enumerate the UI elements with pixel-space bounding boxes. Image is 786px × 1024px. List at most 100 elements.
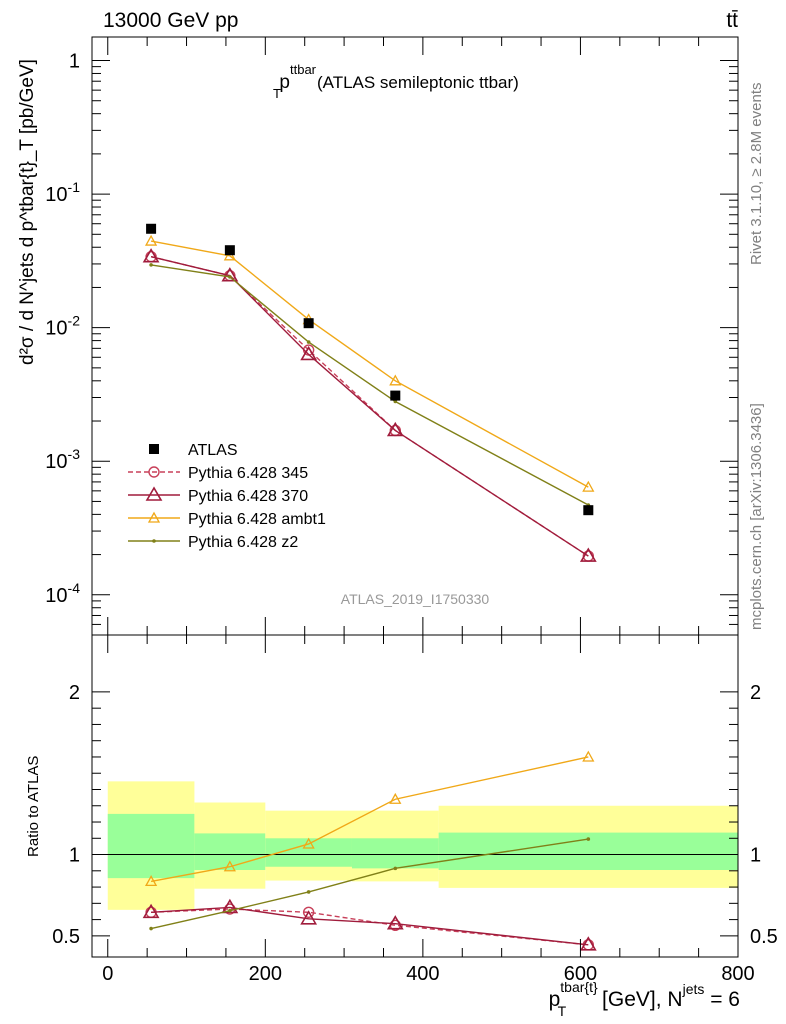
ratio-series-0-point-2 — [302, 906, 315, 918]
main-y-tick-label-base: 10 — [45, 451, 67, 473]
legend-label-3: Pythia 6.428 ambt1 — [188, 511, 326, 528]
main-y-tick-label: 10-1 — [45, 179, 80, 206]
ratio-x-tick-label: 600 — [564, 963, 597, 985]
ratio-series-2-point-4 — [582, 750, 595, 762]
ratio-series-3-point-2 — [306, 890, 311, 894]
main-title-p: p — [279, 72, 290, 93]
legend-marker-1 — [148, 466, 160, 478]
ratio-x-tick-labels: 0 200 400 600 800 — [102, 963, 754, 985]
main-title: pttbar T (ATLAS semileptonic ttbar) — [273, 62, 519, 101]
main-series-3-point-0 — [144, 234, 158, 246]
ratio-series-2-point-2 — [302, 837, 315, 849]
main-title-rest: (ATLAS semileptonic ttbar) — [317, 73, 519, 92]
ratio-series-2-line — [150, 756, 589, 883]
x-axis-label-end: = 6 — [704, 988, 740, 1011]
main-marks — [142, 223, 597, 562]
main-y-tick-label: 10-4 — [45, 580, 80, 607]
legend-label-0: ATLAS — [188, 442, 238, 459]
main-y-tick-label-exp: -4 — [68, 580, 81, 596]
ratio-panel: 2 21 10.5 0.5 0 200 400 600 800 Ratio to ATLAS … — [25, 634, 778, 1019]
mcplots-label: mcplots.cern.ch [arXiv:1306.3436] — [748, 403, 765, 630]
legend-marker-4 — [152, 539, 156, 543]
main-y-tick-label-base: 10 — [45, 585, 67, 607]
ratio-x-tick-label: 0 — [102, 963, 113, 985]
ratio-x-tick-label: 400 — [406, 963, 439, 985]
main-series-0-point-0 — [146, 223, 157, 234]
x-axis-label-sup2: jets — [682, 981, 705, 997]
legend: ATLAS Pythia 6.428 345 Pythia 6.428 370 Pyt… — [128, 442, 326, 551]
main-y-tick-label: 10-3 — [45, 446, 80, 473]
ratio-stat-band-0 — [107, 813, 195, 879]
main-series-2-point-3 — [386, 421, 404, 437]
ratio-series-2-point-1 — [223, 860, 236, 872]
ratio-series-0-line — [151, 908, 589, 946]
process-label: tt̄ — [726, 9, 738, 32]
main-series-3-point-1 — [223, 249, 236, 261]
main-ticks — [92, 37, 739, 636]
main-y-tick-labels: 110-110-210-310-4 — [45, 51, 80, 607]
energy-label: 13000 GeV pp — [103, 9, 238, 32]
main-y-tick-label-exp: -2 — [68, 313, 81, 329]
x-axis-label-rest: [GeV], N — [596, 988, 682, 1011]
ratio-y-tick-label-left: 1 — [69, 845, 80, 867]
ratio-x-tick-label: 200 — [249, 963, 282, 985]
main-series-3-point-3 — [389, 374, 402, 386]
ratio-frame — [91, 634, 739, 958]
analysis-watermark: ATLAS_2019_I1750330 — [341, 591, 490, 607]
ratio-series-2-point-3 — [389, 792, 402, 804]
ratio-series-3-point-0 — [149, 926, 153, 931]
ratio-y-tick-label-right: 0.5 — [750, 926, 778, 948]
main-series-2-line — [150, 255, 589, 557]
legend-marker-0 — [149, 444, 159, 454]
x-axis-label-sub: T — [558, 1003, 567, 1019]
main-series-0-point-3 — [390, 390, 401, 401]
legend-marker-3 — [147, 511, 161, 523]
ratio-y-tick-label-right: 1 — [750, 845, 761, 867]
main-series-4-point-2 — [306, 340, 311, 344]
main-series-3-point-4 — [582, 480, 595, 492]
main-series-2-point-1 — [221, 267, 239, 282]
x-axis-label-p: p — [549, 988, 561, 1011]
main-series-0-point-1 — [224, 245, 235, 256]
main-series-4-point-3 — [393, 399, 398, 404]
main-y-tick-label: 10-2 — [45, 313, 80, 340]
ratio-series-3-point-1 — [228, 908, 232, 913]
main-y-tick-label-base: 10 — [45, 318, 67, 340]
legend-label-4: Pythia 6.428 z2 — [188, 534, 298, 551]
ratio-y-tick-label-left: 0.5 — [52, 926, 80, 948]
main-title-sup: ttbar — [290, 62, 317, 77]
legend-label-2: Pythia 6.428 370 — [188, 488, 308, 505]
main-series-4-point-1 — [228, 275, 232, 279]
ratio-series-1-line — [151, 906, 589, 946]
main-series-0-point-2 — [303, 318, 314, 329]
legend-marker-2 — [145, 486, 163, 501]
main-series-0-point-4 — [583, 505, 594, 516]
ratio-series-3-point-3 — [393, 866, 398, 871]
ratio-marks — [142, 750, 597, 951]
ratio-x-tick-label: 800 — [721, 963, 754, 985]
main-y-tick-label-base: 10 — [45, 184, 67, 206]
ratio-series-1-point-3 — [386, 915, 404, 930]
ratio-series-2-point-0 — [144, 875, 158, 887]
ratio-series-1-point-0 — [142, 903, 160, 919]
main-title-sub: T — [273, 86, 281, 101]
ratio-stat-band-1 — [194, 833, 266, 870]
ratio-y-tick-label-left: 2 — [69, 682, 80, 704]
main-series-2-point-0 — [142, 248, 160, 263]
main-series-4-point-0 — [149, 263, 153, 267]
ratio-ticks — [92, 635, 739, 957]
ratio-y-tick-labels: 2 2 1 1 0.5 0.5 — [52, 682, 778, 948]
main-panel: 110-110-210-310-4 pttbar T(ATLAS semilept… — [17, 36, 739, 636]
main-y-tick-label-exp: -1 — [68, 179, 81, 195]
main-y-axis-label: d²σ / d N^jets d p^tbar{t}_T [pb/GeV] — [17, 59, 38, 365]
ratio-y-axis-label: Ratio to ATLAS — [25, 756, 42, 857]
ratio-series-3-point-4 — [586, 837, 591, 841]
main-series-2-point-2 — [300, 345, 318, 361]
rivet-version-label: Rivet 3.1.10, ≥ 2.8M events — [748, 83, 765, 266]
legend-label-1: Pythia 6.428 345 — [188, 465, 308, 482]
ratio-series-1-point-2 — [300, 910, 318, 925]
ratio-bands — [107, 781, 738, 910]
main-y-tick-label: 1 — [69, 51, 80, 73]
x-axis-label: ptbar{t} T [GeV], Njets = 6 — [549, 979, 740, 1019]
